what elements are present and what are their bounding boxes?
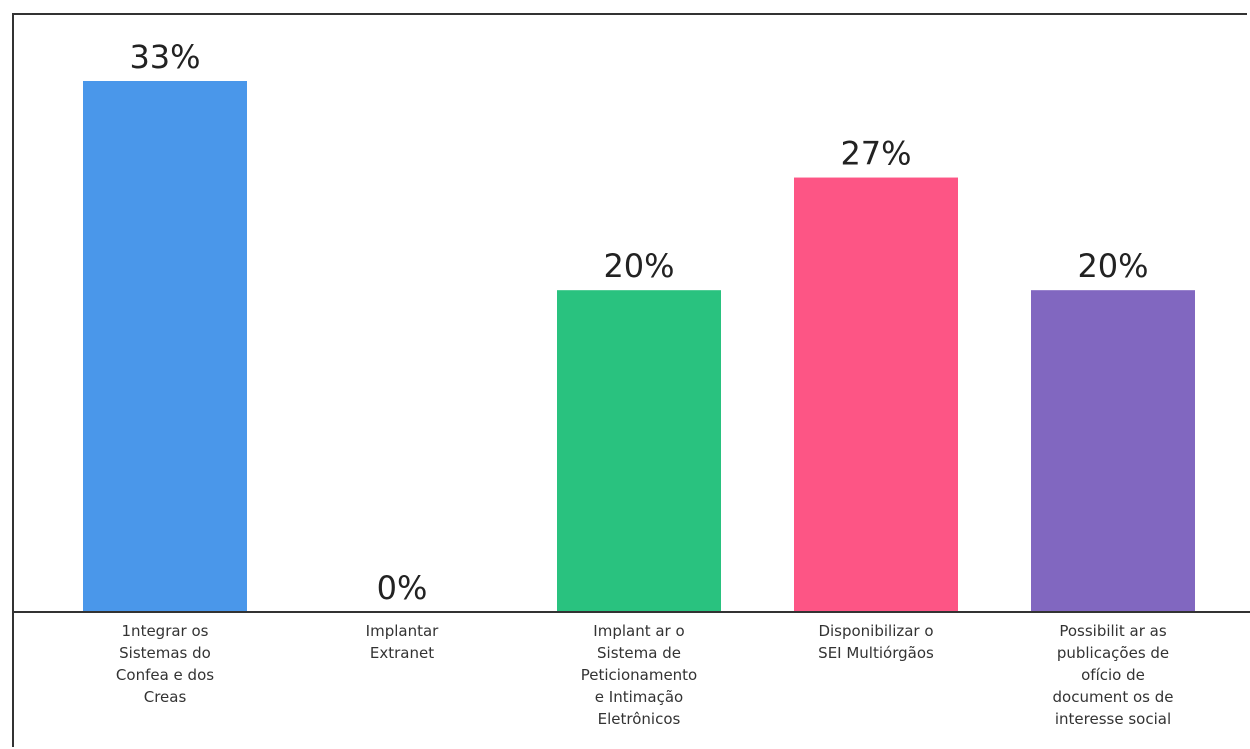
category-label-line: Peticionamento [581,666,697,684]
category-label-3: Implant ar o Sistema de Peticionamento e In… [581,622,697,728]
category-label-line: document os de [1053,688,1174,706]
bar-4 [794,177,958,612]
category-label-line: Implantar [366,622,439,640]
value-label-5: 20% [1077,247,1148,285]
category-label-line: Confea e dos [116,666,214,684]
category-label-line: Implant ar o [593,622,684,640]
category-label-line: e Intimação [595,688,683,706]
category-label-line: Sistema de [597,644,681,662]
bar-3 [557,290,721,612]
category-label-4: Disponibilizar o SEI Multiórgãos [818,622,934,662]
bars-group [83,81,1195,612]
category-label-line: Disponibilizar o [818,622,933,640]
category-label-line: Eletrônicos [598,710,681,728]
value-label-4: 27% [840,135,911,173]
category-label-line: publicações de [1057,644,1169,662]
category-label-line: ofício de [1081,666,1145,684]
category-label-line: 1ntegrar os [122,622,209,640]
category-label-line: interesse social [1055,710,1171,728]
category-label-line: Possibilit ar as [1059,622,1166,640]
category-label-line: Extranet [370,644,434,662]
category-label-2: Implantar Extranet [366,622,439,662]
category-label-5: Possibilit ar as publicações de ofício de d… [1053,622,1174,728]
bar-1 [83,81,247,612]
category-label-line: Creas [144,688,187,706]
category-label-line: SEI Multiórgãos [818,644,934,662]
value-label-2: 0% [377,569,428,607]
category-label-1: 1ntegrar os Sistemas do Confea e dos Creas [116,622,214,706]
value-label-1: 33% [129,38,200,76]
value-label-3: 20% [603,247,674,285]
category-label-line: Sistemas do [119,644,211,662]
bar-5 [1031,290,1195,612]
labels-group: 33% 1ntegrar os Sistemas do Confea e dos Cre… [116,38,1174,728]
